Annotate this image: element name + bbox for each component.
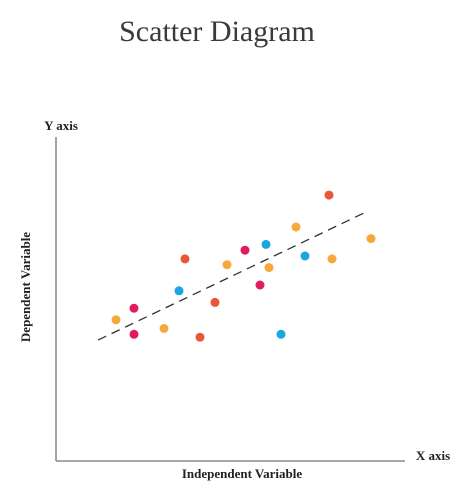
- chart-title: Scatter Diagram: [119, 15, 315, 48]
- y-axis-end-label: Y axis: [44, 118, 78, 133]
- data-point-16: [300, 251, 310, 261]
- data-point-11: [255, 280, 265, 290]
- data-point-10: [240, 245, 250, 255]
- data-point-19: [366, 234, 376, 244]
- data-point-12: [261, 239, 271, 249]
- x-axis-title: Independent Variable: [182, 466, 303, 481]
- data-point-6: [180, 254, 190, 264]
- data-point-15: [291, 222, 301, 232]
- data-point-14: [276, 329, 286, 339]
- trend-line: [97, 211, 366, 341]
- data-point-18: [327, 254, 337, 264]
- x-axis-end-label: X axis: [416, 448, 450, 463]
- data-point-8: [210, 297, 220, 307]
- data-point-4: [159, 324, 169, 333]
- data-point-2: [129, 303, 139, 313]
- data-point-1: [111, 315, 121, 325]
- data-point-13: [264, 263, 274, 273]
- data-point-3: [129, 329, 139, 339]
- data-point-9: [222, 260, 232, 270]
- data-point-7: [195, 332, 205, 342]
- data-point-5: [174, 286, 184, 296]
- y-axis-title: Dependent Variable: [18, 232, 33, 342]
- data-points: [111, 190, 376, 342]
- data-point-17: [324, 190, 334, 200]
